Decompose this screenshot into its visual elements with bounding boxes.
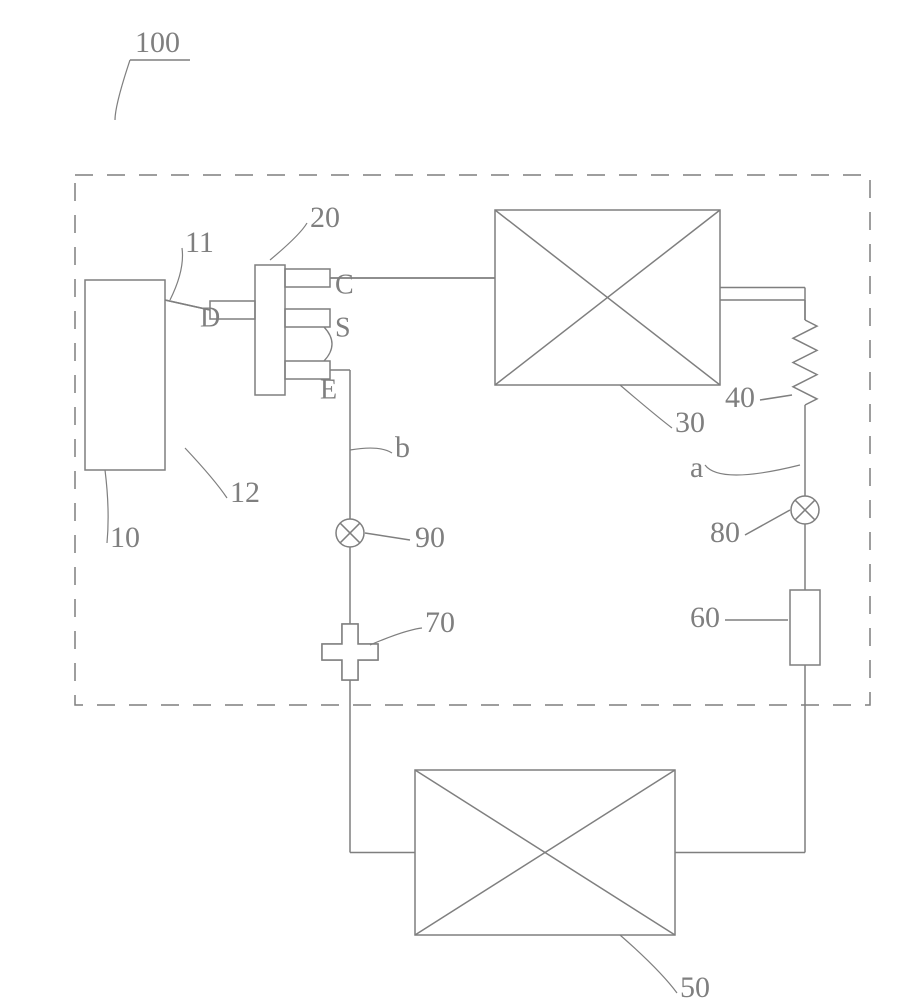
- svg-text:12: 12: [230, 476, 260, 509]
- svg-text:20: 20: [310, 201, 340, 234]
- svg-text:10: 10: [110, 521, 140, 554]
- svg-text:80: 80: [710, 516, 740, 549]
- svg-text:100: 100: [135, 26, 180, 59]
- svg-text:D: D: [200, 302, 220, 333]
- svg-text:S: S: [335, 312, 351, 343]
- svg-text:40: 40: [725, 381, 755, 414]
- svg-text:70: 70: [425, 606, 455, 639]
- svg-text:90: 90: [415, 521, 445, 554]
- svg-text:b: b: [395, 431, 410, 464]
- svg-text:C: C: [335, 269, 354, 300]
- svg-text:11: 11: [185, 226, 214, 259]
- svg-text:50: 50: [680, 971, 710, 1000]
- svg-text:E: E: [320, 374, 337, 405]
- svg-text:a: a: [690, 451, 703, 484]
- svg-text:60: 60: [690, 601, 720, 634]
- svg-text:30: 30: [675, 406, 705, 439]
